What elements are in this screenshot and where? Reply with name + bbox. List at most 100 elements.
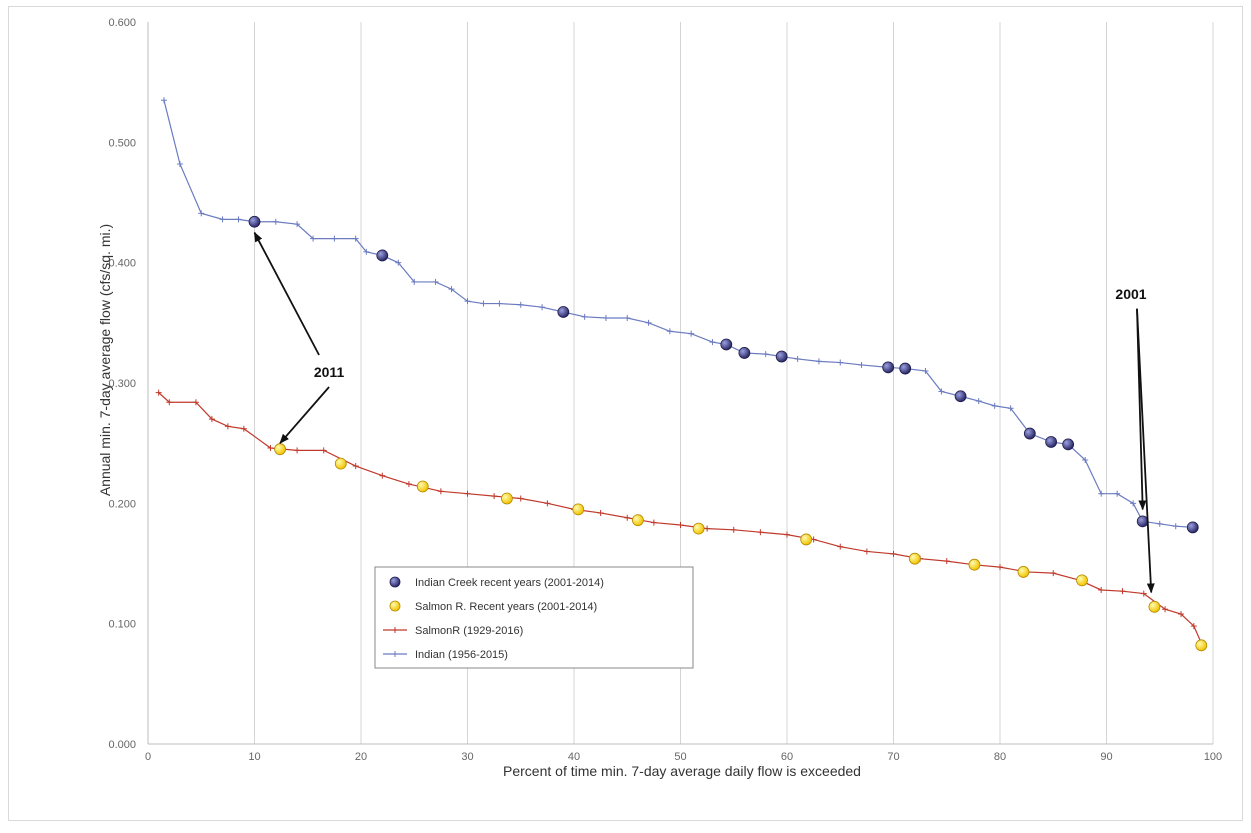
data-point-indian-1956-2015 (624, 315, 631, 322)
data-point-indian-1956-2015 (975, 398, 982, 405)
data-point-indian-creek-recent-years-2001-2014 (557, 306, 570, 318)
data-point-salmon-r-recent-years-2001-2014 (632, 514, 644, 527)
data-point-salmon-r-recent-years-2001-2014 (908, 552, 921, 565)
y-tick-label: 0.000 (108, 739, 136, 751)
data-point-indian-creek-recent-years-2001-2014 (248, 215, 261, 228)
data-point-salmon-r-recent-years-2001-2014 (800, 533, 813, 546)
data-point-indian-creek-recent-years-2001-2014 (1186, 521, 1199, 534)
data-point-indian-1956-2015 (160, 97, 167, 104)
data-point-indian-1956-2015 (480, 300, 487, 307)
data-point-indian-1956-2015 (794, 355, 801, 362)
x-tick-label: 20 (355, 751, 367, 763)
legend-marker (392, 627, 398, 633)
data-point-indian-1956-2015 (922, 367, 929, 374)
data-point-indian-1956-2015 (1156, 520, 1163, 527)
data-point-indian-1956-2015 (1082, 457, 1089, 464)
data-point-indian-1956-2015 (1098, 490, 1105, 497)
data-point-salmon-r-recent-years-2001-2014 (501, 492, 513, 505)
data-point-indian-1956-2015 (539, 304, 546, 311)
series-line-indian-1956-2015 (163, 100, 1193, 528)
data-point-indian-1956-2015 (176, 160, 183, 167)
data-point-indian-1956-2015 (688, 330, 695, 337)
data-point-indian-1956-2015 (837, 359, 844, 366)
data-point-indian-1956-2015 (517, 301, 524, 308)
data-point-salmonr-1929-2016 (544, 500, 551, 507)
data-point-indian-1956-2015 (411, 278, 418, 285)
data-point-salmonr-1929-2016 (464, 490, 471, 497)
data-point-salmonr-1929-2016 (1178, 611, 1185, 618)
data-point-salmon-r-recent-years-2001-2014 (968, 558, 981, 571)
data-point-salmon-r-recent-years-2001-2014 (1148, 600, 1161, 613)
data-point-indian-1956-2015 (395, 259, 402, 266)
legend-entry-salmonr-1929-2016: SalmonR (1929-2016) (383, 625, 523, 637)
data-point-indian-creek-recent-years-2001-2014 (899, 362, 912, 375)
data-point-salmonr-1929-2016 (784, 531, 790, 538)
data-point-indian-1956-2015 (1114, 490, 1121, 497)
data-point-salmonr-1929-2016 (890, 550, 897, 557)
data-point-indian-1956-2015 (331, 235, 338, 242)
x-axis-title: Percent of time min. 7-day average daily… (503, 763, 861, 779)
data-point-indian-1956-2015 (272, 218, 279, 225)
data-point-salmon-r-recent-years-2001-2014 (334, 457, 347, 470)
data-point-salmonr-1929-2016 (379, 472, 386, 479)
data-point-indian-1956-2015 (496, 300, 503, 307)
data-point-salmonr-1929-2016 (320, 447, 327, 454)
legend-label: Indian Creek recent years (2001-2014) (415, 577, 604, 589)
legend-marker (392, 651, 398, 657)
legend-label: SalmonR (1929-2016) (415, 625, 523, 637)
data-point-indian-1956-2015 (581, 313, 588, 320)
data-point-indian-creek-recent-years-2001-2014 (738, 347, 751, 359)
data-point-indian-1956-2015 (762, 351, 769, 358)
data-point-salmonr-1929-2016 (730, 526, 737, 533)
legend-entry-indian-1956-2015: Indian (1956-2015) (383, 649, 508, 661)
data-point-indian-1956-2015 (464, 298, 471, 305)
data-point-indian-creek-recent-years-2001-2014 (1136, 515, 1149, 528)
data-point-salmon-r-recent-years-2001-2014 (416, 480, 429, 493)
chart-frame (8, 6, 1243, 821)
data-point-salmon-r-recent-years-2001-2014 (1076, 574, 1088, 587)
data-point-salmonr-1929-2016 (267, 444, 274, 451)
data-point-salmonr-1929-2016 (208, 416, 215, 423)
data-point-salmonr-1929-2016 (240, 425, 247, 432)
y-tick-label: 0.200 (108, 498, 136, 510)
data-point-indian-1956-2015 (448, 286, 455, 293)
data-point-salmon-r-recent-years-2001-2014 (1195, 639, 1208, 652)
data-point-indian-1956-2015 (363, 248, 370, 255)
y-tick-label: 0.500 (108, 137, 136, 149)
data-point-indian-1956-2015 (1172, 523, 1179, 530)
annotation-arrow (253, 231, 320, 356)
data-point-indian-1956-2015 (219, 216, 226, 223)
data-point-salmonr-1929-2016 (224, 423, 231, 430)
data-point-salmonr-1929-2016 (597, 509, 604, 516)
y-tick-label: 0.300 (108, 378, 136, 390)
data-point-indian-creek-recent-years-2001-2014 (1045, 436, 1058, 448)
data-point-indian-1956-2015 (938, 388, 945, 395)
data-point-indian-1956-2015 (198, 210, 205, 217)
annotation-label: 2001 (1115, 286, 1146, 302)
x-tick-label: 70 (887, 751, 899, 763)
annotation-layer: 2011 2001 (253, 231, 1155, 594)
legend-label: Indian (1956-2015) (415, 649, 508, 661)
data-point-indian-1956-2015 (645, 319, 652, 326)
data-point-indian-creek-recent-years-2001-2014 (882, 361, 895, 374)
data-point-salmonr-1929-2016 (517, 495, 524, 502)
data-point-salmonr-1929-2016 (624, 514, 631, 521)
data-point-indian-1956-2015 (858, 361, 865, 368)
data-point-salmonr-1929-2016 (1098, 586, 1105, 593)
data-point-indian-creek-recent-years-2001-2014 (1062, 438, 1075, 451)
x-tick-label: 80 (994, 751, 1006, 763)
x-tick-label: 50 (674, 751, 686, 763)
data-point-indian-creek-recent-years-2001-2014 (775, 350, 788, 363)
data-point-salmon-r-recent-years-2001-2014 (692, 522, 705, 535)
x-tick-label: 90 (1100, 751, 1112, 763)
data-point-salmonr-1929-2016 (837, 543, 844, 550)
data-point-indian-1956-2015 (432, 278, 439, 285)
data-point-salmonr-1929-2016 (1190, 623, 1197, 630)
x-tick-label: 10 (248, 751, 260, 763)
annotation-arrow (1136, 308, 1155, 594)
data-point-salmonr-1929-2016 (1162, 606, 1169, 613)
legend-label: Salmon R. Recent years (2001-2014) (415, 601, 597, 613)
annotation-arrow (279, 386, 330, 444)
annotation-label: 2011 (314, 364, 345, 380)
